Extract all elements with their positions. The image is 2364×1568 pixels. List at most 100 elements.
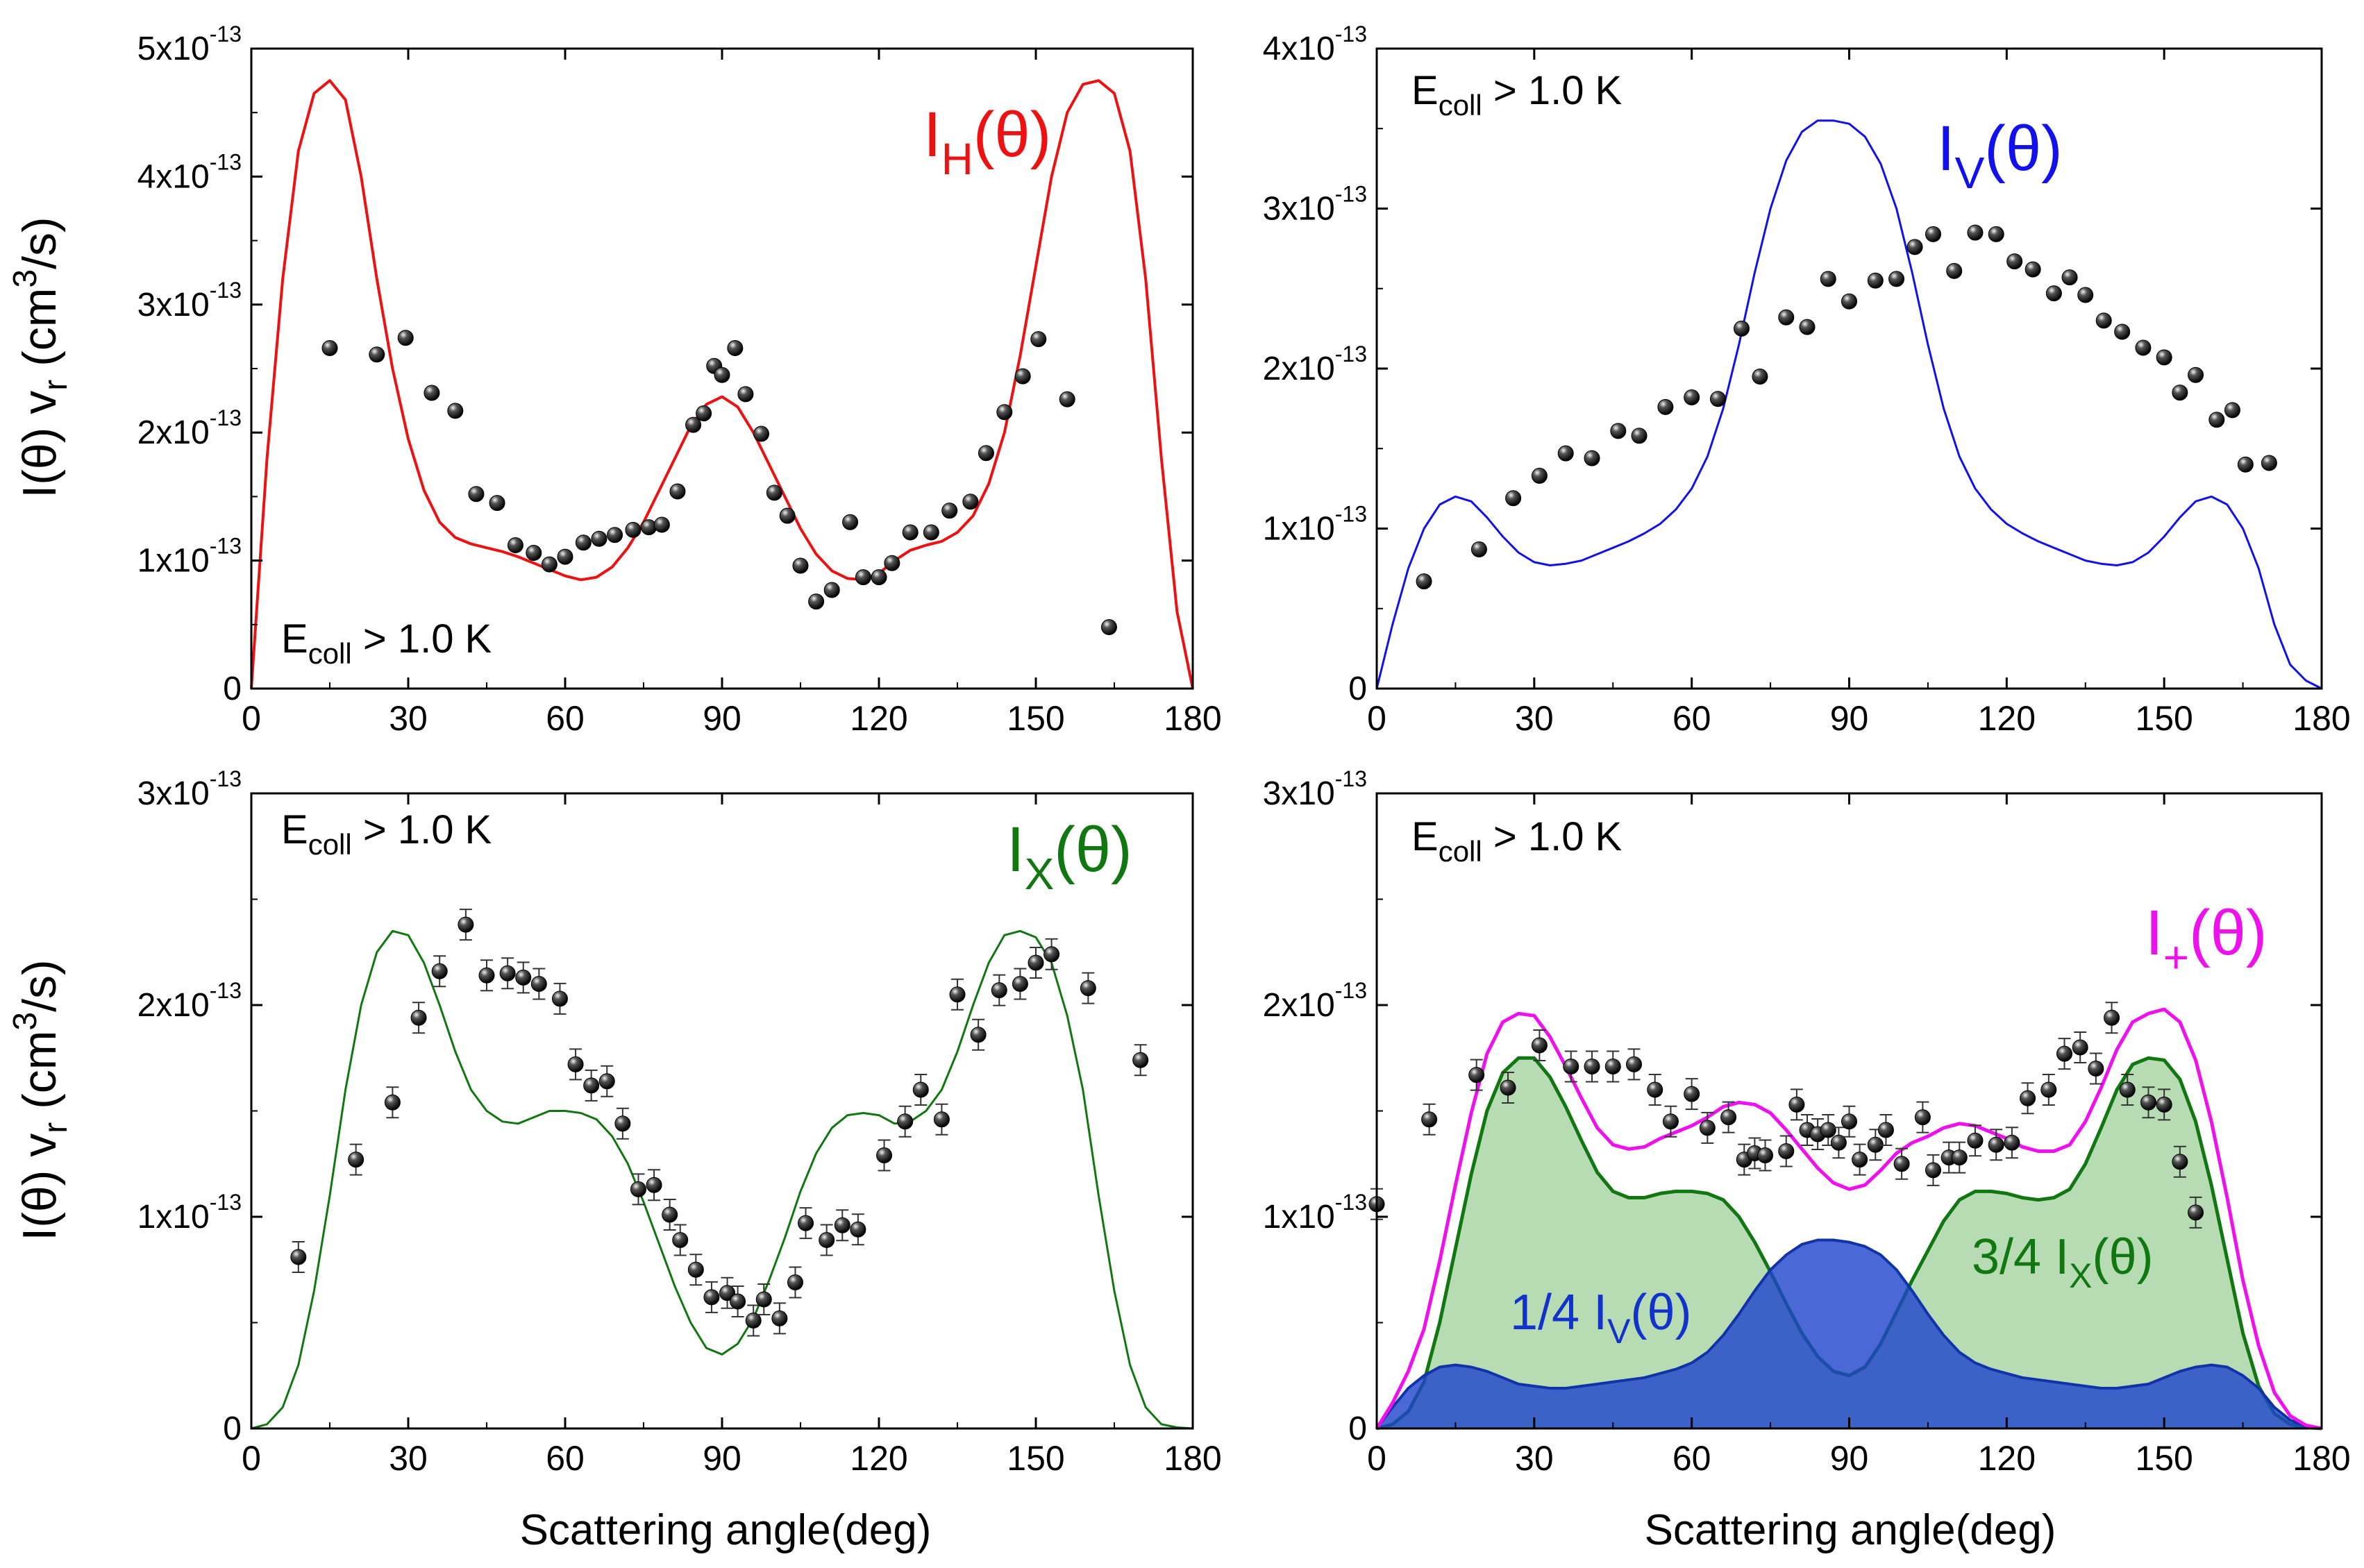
data-point [607,527,623,543]
x-tick-label: 180 [1164,1439,1221,1478]
data-point [912,1081,929,1098]
curve-label-iv: IV(θ) [1937,113,2063,198]
data-point [1470,541,1487,557]
data-point [753,425,769,442]
curve-plus-1 [1375,1238,2322,1430]
data-point [792,557,809,574]
data-point [1757,1147,1774,1164]
data-point [2095,312,2112,329]
data-point [551,990,568,1007]
data-point [2020,1090,2036,1106]
data-point [458,916,474,933]
data-point [2114,323,2131,340]
data-point [2006,253,2023,270]
data-point [730,1293,746,1310]
data-point [1684,1086,1700,1102]
curve-label-ix: IX(θ) [1007,814,1132,899]
data-point [1563,1058,1579,1074]
data-point [876,1147,893,1164]
data-point [1059,391,1075,407]
data-point [646,1177,662,1193]
x-tick-label: 120 [850,1439,907,1478]
y-tick-label: 1x10-13 [137,1190,242,1236]
data-point [1867,272,1884,289]
data-point [745,1312,762,1329]
y-tick-label: 0 [1348,1410,1367,1447]
data-point [970,1027,987,1043]
data-point [321,339,338,356]
area-plus-0 [1377,1058,2322,1428]
data-point [1030,331,1047,348]
data-point [384,1094,401,1111]
plot-frame [1375,47,2323,690]
data-point [369,346,385,363]
x-tick-label: 30 [389,699,428,738]
data-point [1752,369,1768,385]
data-point [507,537,523,553]
x-tick-label: 150 [2135,1439,2193,1478]
data-point [949,986,966,1003]
data-point [672,1232,689,1249]
x-tick-label: 60 [546,699,585,738]
x-tick-label: 60 [546,1439,585,1478]
data-point [696,405,712,422]
data-point [941,503,958,519]
data-point [499,965,516,981]
data-point [884,555,900,571]
data-point [614,1115,631,1132]
y-tick-label: 3x10-13 [137,766,242,812]
data-point [530,976,547,992]
data-point [737,386,754,403]
y-tick-label: 3x10-13 [1263,182,1367,228]
data-point [2261,455,2277,471]
x-tick-label: 120 [1978,699,2036,738]
data-point [798,1215,814,1231]
data-point [1709,391,1726,407]
data-point [410,1009,427,1026]
data-point [933,1111,950,1128]
y-tick-label: 2x10-13 [137,405,242,451]
data-point [771,1310,788,1326]
x-tick-label: 90 [703,1439,741,1478]
y-tick-label: 3x10-13 [1263,766,1367,812]
data-point [1625,1056,1642,1072]
data-point [515,969,532,986]
data-point [468,486,485,503]
data-point [685,416,702,433]
data-point [2172,385,2188,401]
data-point [991,982,1007,999]
energy-label: Ecoll > 1.0 K [1411,68,1623,121]
x-tick-label: 180 [2292,1439,2350,1478]
data-point [1421,1111,1438,1128]
data-point [2061,269,2078,286]
data-point [703,1289,720,1306]
data-point [687,1261,704,1278]
data-point [1925,1162,1941,1179]
data-point [1505,490,1522,507]
data-point [1733,320,1750,337]
data-point [2172,1154,2188,1170]
x-axis-label-left: Scattering angle(deg) [520,1506,932,1554]
data-point [1699,1120,1716,1136]
data-point [567,1056,584,1072]
data-point [1500,1079,1516,1096]
data-point [630,1181,646,1197]
data-point [1906,239,1923,255]
data-point [1820,1122,1836,1138]
data-point [1028,954,1044,971]
x-tick-label: 150 [1007,1439,1064,1478]
data-point [1584,1058,1600,1074]
data-point [714,366,730,383]
data-point [431,963,448,979]
y-tick-label: 1x10-13 [1263,1190,1367,1236]
data-point [2104,1009,2120,1026]
panel-plus: 0 30 60 90 120 150 180 0 1x10-13 2x10-13 3x10-13 I+… [1263,766,2351,1478]
data-point [766,484,782,501]
data-point [1820,271,1836,287]
data-point [1531,1037,1548,1054]
x-tick-label: 90 [1830,699,1869,738]
y-axis-label-bottom: I(θ) vr (cm3/s) [7,959,74,1240]
data-point [1893,1156,1910,1172]
x-tick-label: 180 [1164,699,1221,738]
data-point [2045,285,2062,302]
